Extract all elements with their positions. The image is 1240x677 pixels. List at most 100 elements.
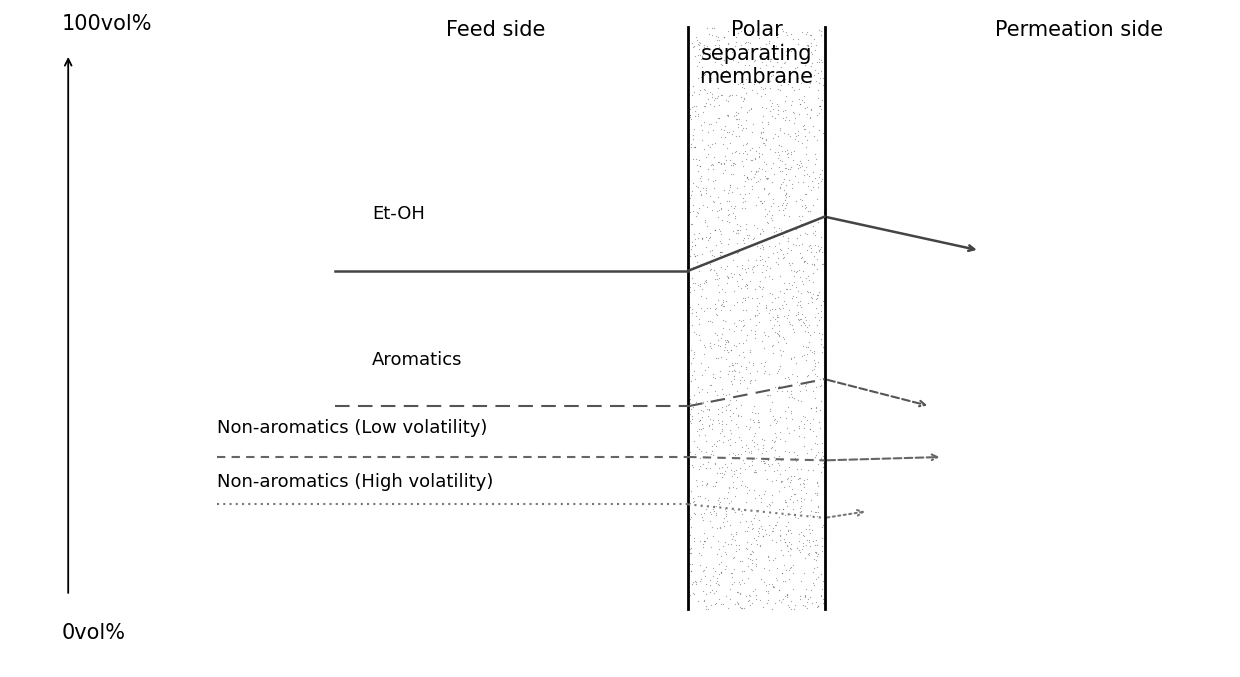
Point bbox=[797, 40, 817, 51]
Point bbox=[795, 553, 815, 564]
Point bbox=[739, 255, 759, 265]
Point bbox=[776, 284, 796, 294]
Point bbox=[791, 506, 811, 517]
Point bbox=[704, 338, 724, 349]
Point bbox=[707, 389, 727, 400]
Point bbox=[775, 495, 795, 506]
Point bbox=[735, 292, 755, 303]
Point bbox=[693, 515, 713, 525]
Point bbox=[684, 533, 704, 544]
Point bbox=[775, 105, 795, 116]
Point bbox=[680, 103, 699, 114]
Point bbox=[708, 90, 728, 101]
Point bbox=[728, 411, 748, 422]
Point bbox=[802, 597, 822, 608]
Point bbox=[727, 219, 746, 230]
Point bbox=[711, 246, 730, 257]
Point bbox=[789, 129, 808, 140]
Point bbox=[791, 395, 811, 406]
Point bbox=[709, 156, 729, 167]
Point bbox=[808, 501, 828, 512]
Point bbox=[800, 239, 820, 250]
Point bbox=[737, 280, 756, 291]
Point bbox=[718, 95, 738, 106]
Point bbox=[729, 366, 749, 377]
Point bbox=[699, 142, 719, 153]
Point bbox=[780, 563, 800, 573]
Point bbox=[780, 525, 800, 536]
Point bbox=[696, 365, 715, 376]
Point bbox=[733, 305, 753, 315]
Point bbox=[730, 91, 750, 102]
Point bbox=[808, 308, 828, 319]
Point bbox=[802, 365, 822, 376]
Point bbox=[740, 38, 760, 49]
Point bbox=[761, 578, 781, 589]
Point bbox=[746, 504, 766, 515]
Point bbox=[805, 546, 825, 557]
Point bbox=[737, 229, 756, 240]
Point bbox=[694, 493, 714, 504]
Point bbox=[740, 102, 760, 113]
Point bbox=[765, 553, 785, 564]
Point bbox=[743, 523, 763, 533]
Point bbox=[684, 389, 704, 400]
Point bbox=[760, 500, 780, 510]
Point bbox=[737, 154, 756, 165]
Point bbox=[799, 534, 818, 545]
Point bbox=[808, 290, 828, 301]
Point bbox=[692, 171, 712, 182]
Point bbox=[745, 326, 765, 336]
Point bbox=[812, 583, 832, 594]
Point bbox=[718, 539, 738, 550]
Point bbox=[718, 204, 738, 215]
Point bbox=[728, 597, 748, 608]
Point bbox=[796, 355, 816, 366]
Point bbox=[691, 281, 711, 292]
Point bbox=[708, 212, 728, 223]
Point bbox=[776, 412, 796, 423]
Point bbox=[789, 395, 808, 406]
Point bbox=[795, 600, 815, 611]
Point bbox=[753, 133, 773, 144]
Point bbox=[749, 527, 769, 538]
Point bbox=[698, 457, 718, 468]
Point bbox=[684, 87, 704, 97]
Point bbox=[773, 38, 792, 49]
Point bbox=[748, 88, 768, 99]
Point bbox=[791, 78, 811, 89]
Point bbox=[718, 278, 738, 288]
Point bbox=[807, 57, 827, 68]
Point bbox=[740, 591, 760, 602]
Point bbox=[713, 297, 733, 308]
Point bbox=[703, 415, 723, 426]
Point bbox=[711, 394, 730, 405]
Point bbox=[691, 573, 711, 584]
Point bbox=[763, 104, 782, 114]
Point bbox=[763, 69, 782, 80]
Point bbox=[815, 217, 835, 228]
Point bbox=[737, 172, 756, 183]
Point bbox=[777, 401, 797, 412]
Point bbox=[781, 490, 801, 501]
Point bbox=[725, 228, 745, 239]
Point bbox=[708, 206, 728, 217]
Point bbox=[730, 119, 750, 130]
Point bbox=[813, 377, 833, 388]
Point bbox=[707, 549, 727, 560]
Point bbox=[725, 395, 745, 406]
Point bbox=[811, 590, 831, 601]
Point bbox=[713, 322, 733, 333]
Point bbox=[734, 263, 754, 274]
Point bbox=[815, 355, 835, 366]
Point bbox=[718, 335, 738, 346]
Point bbox=[764, 582, 784, 592]
Point bbox=[766, 53, 786, 64]
Point bbox=[708, 31, 728, 42]
Point bbox=[808, 246, 828, 257]
Point bbox=[758, 458, 777, 469]
Point bbox=[691, 445, 711, 456]
Point bbox=[806, 65, 826, 76]
Point bbox=[744, 357, 764, 368]
Text: Et-OH: Et-OH bbox=[372, 205, 425, 223]
